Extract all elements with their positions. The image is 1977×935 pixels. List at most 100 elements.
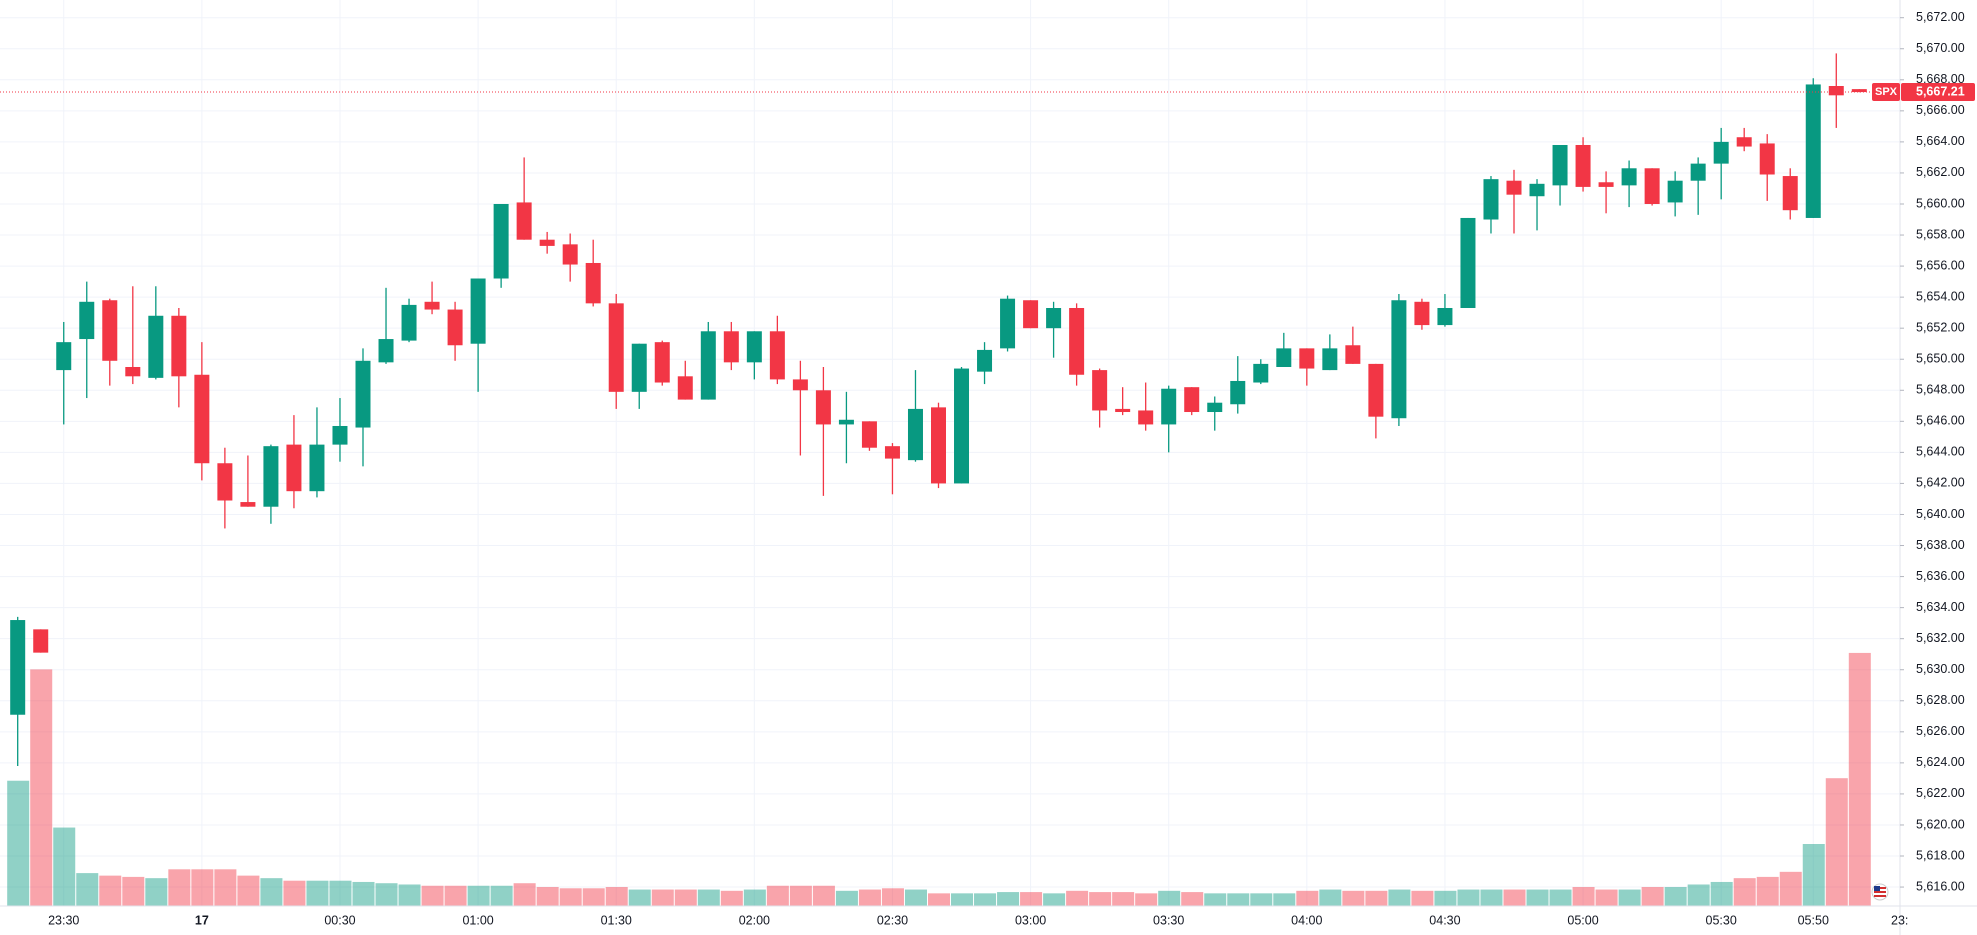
candle-body <box>1805 84 1821 218</box>
volume-bar <box>720 890 743 906</box>
candles <box>10 53 1867 766</box>
y-tick-label: 5,640.00 <box>1916 507 1965 521</box>
candle-body <box>1483 179 1499 220</box>
volume-bar <box>1480 889 1503 906</box>
volume-bar <box>1112 892 1135 906</box>
grid <box>0 0 1900 906</box>
candle-body <box>954 368 970 484</box>
volume-bar <box>927 893 951 906</box>
y-tick-label: 5,630.00 <box>1916 662 1965 676</box>
volume-bar <box>1572 887 1595 906</box>
candle-body <box>1184 387 1200 413</box>
volume-bar <box>306 880 329 906</box>
candle-body <box>1046 308 1062 329</box>
candle-body <box>1851 89 1867 93</box>
volume-bar <box>835 890 858 906</box>
candle-body <box>1667 180 1683 203</box>
candle-body <box>1207 402 1223 413</box>
volume-bar <box>1503 889 1526 906</box>
y-tick-label: 5,642.00 <box>1916 476 1965 490</box>
candle-body <box>792 379 808 391</box>
flag-icon <box>1871 883 1889 901</box>
volume-bar <box>1618 889 1641 906</box>
candle-body <box>884 446 900 459</box>
volume-bar <box>1733 878 1756 906</box>
candle-body <box>1299 348 1315 369</box>
candle-body <box>1230 380 1246 405</box>
volume-bar <box>260 878 283 906</box>
candle-body <box>700 331 716 400</box>
candle-body <box>332 425 348 445</box>
candle-body <box>217 463 233 501</box>
candle-body <box>977 349 993 372</box>
candle-body <box>1437 308 1453 326</box>
candle-body <box>424 301 440 310</box>
volume-bar <box>145 878 168 906</box>
y-tick-label: 5,646.00 <box>1916 414 1965 428</box>
axes: 5,616.00 5,618.00 5,620.00 5,622.00 5,624.00… <box>0 10 1975 927</box>
volume-bar <box>1296 890 1319 906</box>
volume-bar <box>1342 890 1365 906</box>
volume-bar <box>30 669 53 906</box>
volume-bar <box>1848 652 1871 906</box>
volume-bar <box>1227 893 1250 906</box>
volume-bar <box>1411 890 1434 906</box>
volume-bar <box>1319 889 1342 906</box>
volume-bar <box>168 869 191 906</box>
volume-bar <box>674 889 697 906</box>
volume-bar <box>1089 892 1112 906</box>
volume-bar <box>582 888 605 906</box>
candle-body <box>1069 308 1085 375</box>
volume-bar <box>1664 887 1687 906</box>
volume-bar <box>7 780 30 906</box>
volume-bar <box>1756 876 1779 906</box>
candle-body <box>10 620 26 715</box>
y-tick-label: 5,626.00 <box>1916 724 1965 738</box>
volume-bar <box>1526 889 1549 906</box>
volume-bar <box>904 889 927 906</box>
volume-bar <box>881 888 904 906</box>
volume-bar <box>99 875 122 906</box>
volume-bar <box>605 887 628 906</box>
candle-body <box>1276 348 1292 367</box>
x-tick-label: 23:30 <box>48 913 79 927</box>
candle-body <box>1782 176 1798 211</box>
volume-bar <box>1066 890 1089 906</box>
y-tick-label: 5,652.00 <box>1916 320 1965 334</box>
candle-body <box>1138 410 1154 425</box>
volume-bar <box>1434 890 1457 906</box>
candle-body <box>1092 370 1108 411</box>
x-tick-label: 01:00 <box>462 913 493 927</box>
volume-bar <box>766 885 789 906</box>
y-tick-label: 5,634.00 <box>1916 600 1965 614</box>
y-tick-label: 5,628.00 <box>1916 693 1965 707</box>
symbol-badge <box>1872 83 1900 102</box>
candle-body <box>654 342 670 383</box>
candle-body <box>562 244 578 265</box>
candle-body <box>286 444 302 492</box>
volume-bar <box>1687 884 1710 906</box>
volume-bar <box>1710 881 1733 906</box>
candle-body <box>1621 168 1637 186</box>
volume-bar <box>1135 893 1158 906</box>
volume-bar <box>444 885 467 906</box>
volume-bar <box>1457 889 1480 906</box>
candle-body <box>33 629 49 653</box>
candle-body <box>470 278 486 344</box>
volume-bar <box>1181 892 1204 906</box>
x-tick-label: 02:00 <box>739 913 770 927</box>
x-tick-label: 04:00 <box>1291 913 1322 927</box>
y-tick-label: 5,618.00 <box>1916 848 1965 862</box>
candle-body <box>608 303 624 392</box>
volume-bar <box>237 875 260 906</box>
y-tick-label: 5,644.00 <box>1916 445 1965 459</box>
y-tick-label: 5,622.00 <box>1916 786 1965 800</box>
volume-bar <box>1595 889 1618 906</box>
y-tick-label: 5,660.00 <box>1916 196 1965 210</box>
volume-bar <box>628 889 651 906</box>
candle-body <box>815 390 831 425</box>
candle-body <box>1460 217 1476 309</box>
candle-body <box>1552 144 1568 186</box>
candle-body <box>539 239 555 246</box>
candle-body <box>631 343 647 392</box>
